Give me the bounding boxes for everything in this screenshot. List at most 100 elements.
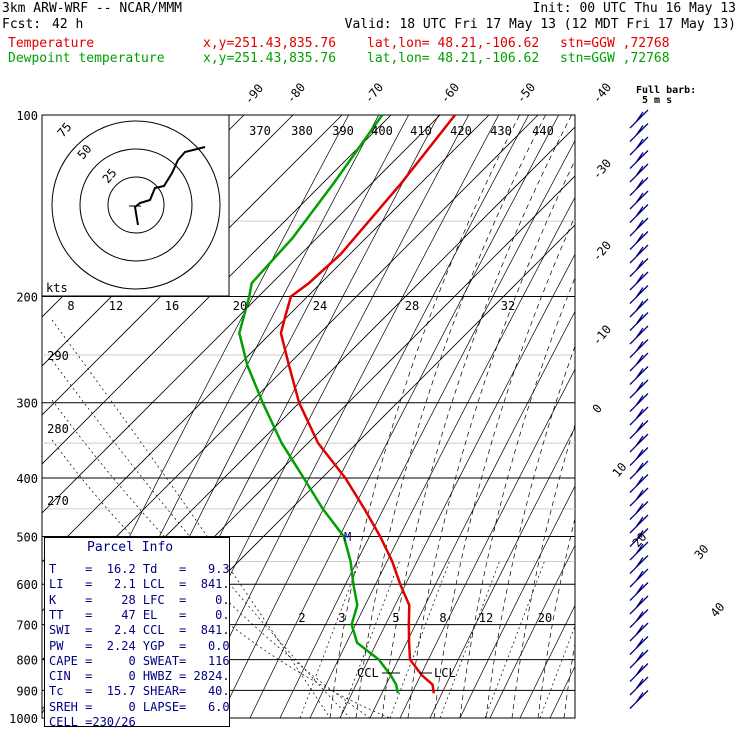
- pressure-tick-label: 800: [16, 654, 38, 668]
- isotherm-label: -30: [590, 156, 615, 182]
- speed-tick-label: 24: [313, 299, 327, 313]
- speed-tick-label: 8: [67, 299, 74, 313]
- wind-barb: [629, 690, 649, 709]
- wind-barb: [629, 663, 649, 682]
- wind-barb: [629, 474, 649, 493]
- saturation-line: [51, 439, 391, 718]
- isotherm-label: -90: [242, 81, 267, 107]
- isotherm-label: 40: [708, 600, 728, 620]
- parcel-info-row: CAPE = 0 SWEAT= 116: [49, 653, 230, 668]
- ccl-label: CCL: [357, 666, 379, 680]
- theta-left-label: 290: [47, 349, 69, 363]
- isotherm-label: -80: [284, 80, 309, 106]
- mixing-ratio-line: [389, 559, 451, 718]
- moist-adiabat-line: [511, 423, 575, 718]
- wind-barb: [629, 285, 649, 304]
- hodograph-ring: [107, 176, 165, 234]
- wind-barb: [629, 312, 649, 331]
- wind-barb: [629, 541, 649, 561]
- isotherm-label: -40: [590, 80, 615, 106]
- wind-barb: [629, 528, 649, 547]
- mixing-ratio-label: 3: [338, 611, 345, 625]
- barb-key-line2: 5 m s: [642, 95, 673, 106]
- wind-barb: [629, 163, 649, 183]
- mixing-ratio-label: 2: [298, 611, 305, 625]
- hodograph-trace: [133, 146, 206, 226]
- mixing-ratio-line: [299, 559, 361, 718]
- legend-temperature-latlon: lat,lon= 48.21,-106.62: [367, 36, 540, 51]
- legend-dewpoint-name: Dewpoint temperature: [8, 51, 165, 66]
- dry-adiabat-line: [489, 544, 575, 718]
- pressure-tick-label: 900: [16, 684, 38, 698]
- moist-adiabat-line: [642, 95, 740, 718]
- mixing-ratio-label: 20: [538, 611, 552, 625]
- moist-adiabat-line: [407, 159, 575, 718]
- wind-barb: [629, 231, 649, 250]
- isotherm-line: [42, 115, 490, 563]
- legend-dewpoint-xy: x,y=251.43,835.76: [203, 51, 337, 66]
- isotherm-label: -60: [438, 80, 463, 106]
- theta-label: 440: [532, 124, 554, 138]
- hodograph-unit-label: kts: [46, 281, 68, 295]
- theta-label: 430: [490, 124, 512, 138]
- wind-barb: [629, 177, 649, 196]
- wind-barb: [629, 487, 649, 507]
- parcel-info-row: CELL =230/26: [49, 715, 136, 729]
- dry-adiabat-line: [219, 115, 530, 718]
- temperature-line: [279, 114, 456, 694]
- isotherm-label: 30: [692, 542, 712, 562]
- isotherm-line: [42, 115, 441, 514]
- isotherm-label: 10: [610, 460, 630, 480]
- isotherm-label: -10: [590, 322, 615, 348]
- moist-adiabat-line: [329, 115, 520, 718]
- legend-temperature-station: stn=GGW ,72768: [560, 36, 670, 51]
- wind-barb: [629, 501, 649, 520]
- wind-barb: [629, 433, 649, 453]
- theta-label: 370: [249, 124, 271, 138]
- wind-barb: [629, 636, 649, 655]
- moist-adiabat-line: [537, 517, 575, 718]
- dry-adiabat-line: [610, 75, 740, 718]
- pressure-tick-label: 200: [16, 291, 38, 305]
- speed-tick-label: 28: [405, 299, 419, 313]
- wind-barb: [629, 460, 649, 480]
- wind-barb: [629, 352, 649, 372]
- dry-adiabat-line: [339, 253, 575, 718]
- isotherm-line: [42, 115, 392, 465]
- dry-adiabat-line: [369, 310, 575, 718]
- speed-tick-label: 20: [233, 299, 247, 313]
- parcel-info-row: Tc = 15.7 SHEAR= 40.: [49, 684, 230, 699]
- moist-adiabat-line: [668, 95, 740, 718]
- mixing-ratio-line: [539, 624, 575, 718]
- legend-temperature-name: Temperature: [8, 36, 95, 51]
- lcl-label: LCL: [434, 666, 456, 680]
- m-marker: M: [344, 530, 351, 544]
- wind-barb: [629, 595, 649, 615]
- isotherm-line: [42, 115, 539, 612]
- parcel-info-title: Parcel Info: [87, 540, 174, 555]
- forecast-label: Fcst:: [2, 17, 42, 32]
- dry-adiabat-line: [519, 604, 575, 718]
- valid-time: Valid: 18 UTC Fri 17 May 13 (12 MDT Fri …: [344, 17, 736, 32]
- theta-left-label: 270: [47, 494, 69, 508]
- wind-barb: [629, 136, 649, 156]
- wind-barb: [629, 150, 649, 169]
- parcel-info-row: LI = 2.1 LCL = 841.: [49, 577, 230, 592]
- speed-tick-label: 12: [109, 299, 123, 313]
- legend-dewpoint-station: stn=GGW ,72768: [560, 51, 670, 66]
- mixing-ratio-line: [439, 559, 501, 718]
- mixing-ratio-label: 12: [479, 611, 493, 625]
- wind-barb: [629, 514, 649, 534]
- theta-label: 390: [332, 124, 354, 138]
- wind-barb: [629, 568, 649, 588]
- moist-adiabat-line: [355, 115, 546, 718]
- pressure-tick-label: 400: [16, 472, 38, 486]
- moist-adiabat-line: [590, 95, 740, 718]
- moist-adiabat-line: [459, 276, 575, 718]
- wind-barb: [629, 217, 649, 237]
- wind-barb: [629, 109, 649, 129]
- pressure-tick-label: 700: [16, 619, 38, 633]
- wind-barb: [629, 420, 649, 439]
- init-time: Init: 00 UTC Thu 16 May 13: [532, 1, 737, 16]
- theta-left-label: 280: [47, 422, 69, 436]
